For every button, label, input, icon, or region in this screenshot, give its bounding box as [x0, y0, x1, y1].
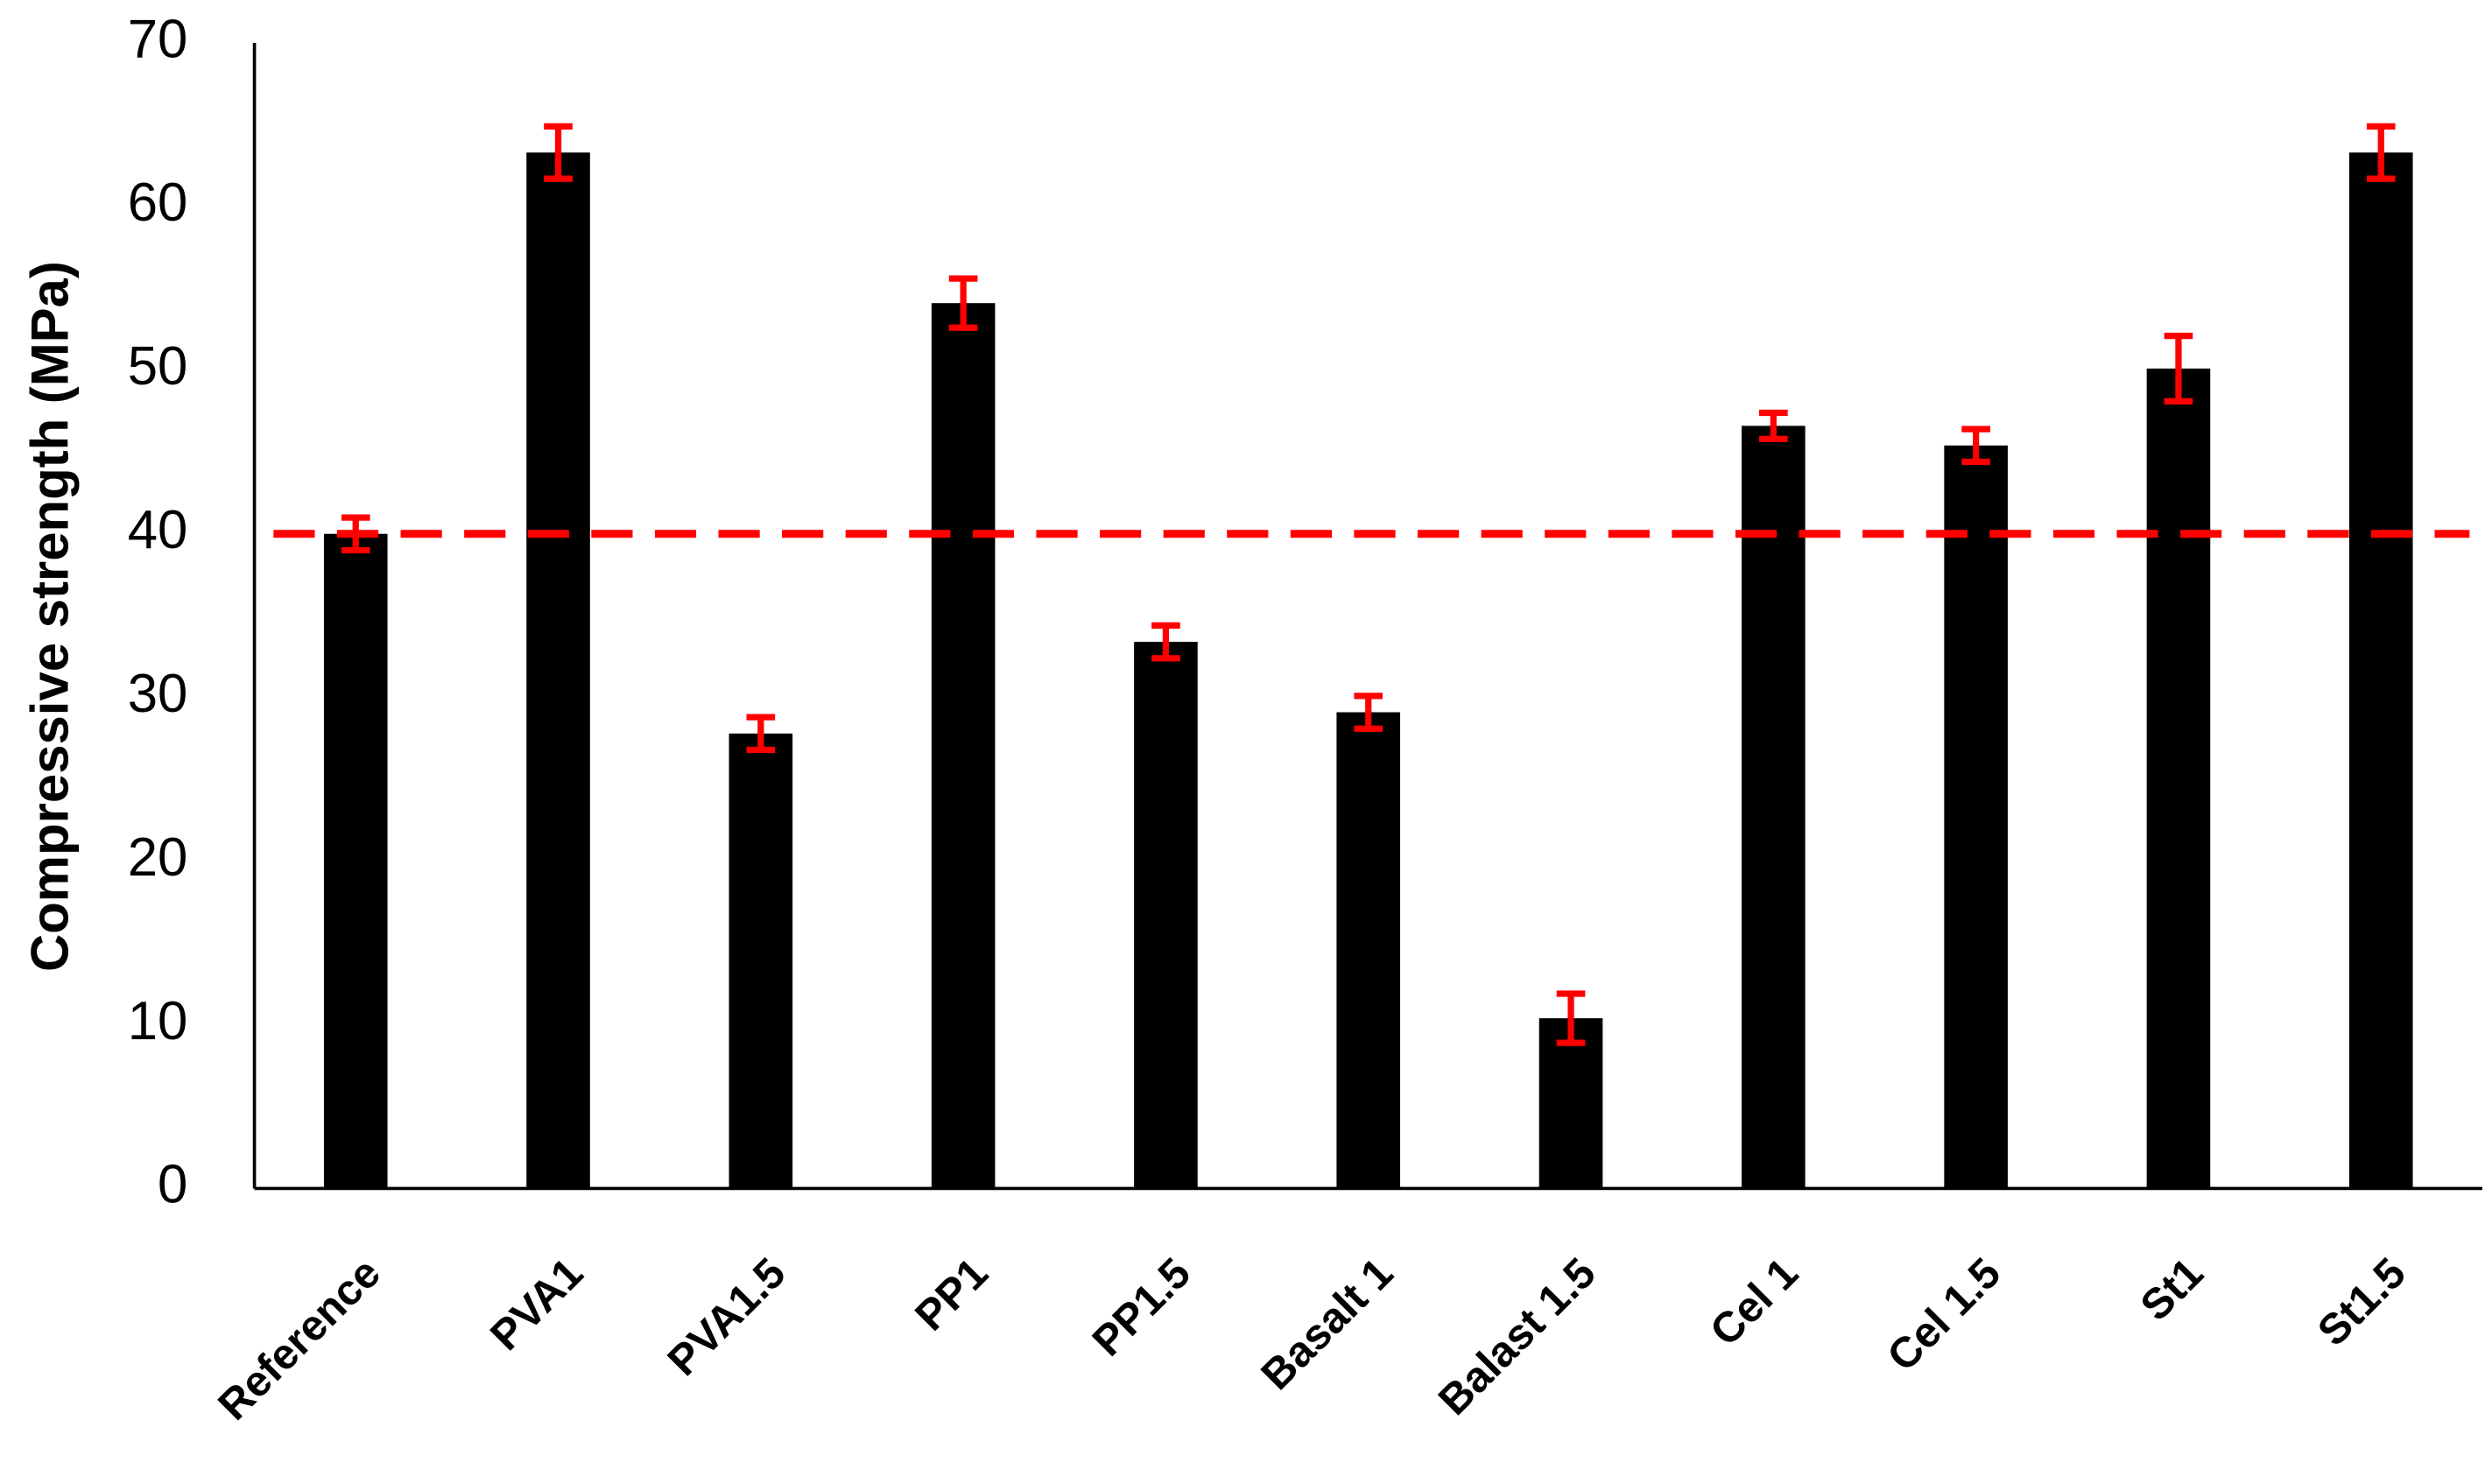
bar	[729, 733, 793, 1189]
error-bar	[2164, 332, 2193, 404]
x-tick-label: Cel 1	[1701, 1249, 1807, 1355]
y-axis-label: Compressive strength (MPa)	[21, 261, 80, 972]
error-bar	[1556, 990, 1586, 1046]
bar	[1742, 426, 1806, 1189]
bar	[1538, 1018, 1603, 1189]
error-bar	[1961, 426, 1990, 466]
y-tick-label: 10	[128, 991, 188, 1051]
y-tick-label: 30	[128, 664, 188, 724]
error-bar	[1354, 693, 1383, 732]
y-tick-label: 40	[128, 500, 188, 560]
y-tick-label: 60	[128, 172, 188, 233]
error-bar	[2366, 123, 2396, 182]
x-tick-label: Reference	[209, 1249, 390, 1430]
error-bar	[948, 275, 978, 331]
x-tick-label: Balast 1.5	[1430, 1249, 1605, 1424]
error-bar	[1151, 622, 1180, 662]
bar	[526, 152, 590, 1189]
x-tick-label: PP1	[906, 1249, 997, 1340]
bar	[1944, 445, 2008, 1189]
bar	[2146, 368, 2211, 1189]
bar	[1336, 712, 1401, 1189]
error-bar	[1759, 409, 1788, 442]
x-tick-label: Basalt 1	[1252, 1249, 1402, 1399]
error-bar	[746, 714, 776, 754]
y-tick-label: 20	[128, 827, 188, 888]
x-tick-label: Cel 1.5	[1878, 1249, 2010, 1381]
bar	[323, 533, 388, 1189]
bar	[2348, 152, 2413, 1189]
bar	[931, 303, 996, 1189]
x-tick-label: St1	[2132, 1249, 2213, 1330]
x-tick-label: PP1.5	[1084, 1249, 1200, 1366]
y-tick-label: 0	[158, 1155, 187, 1215]
y-tick-label: 70	[128, 9, 188, 69]
x-tick-label: St1.5	[2309, 1249, 2415, 1355]
x-tick-label: PVA1.5	[659, 1249, 795, 1385]
error-bar	[544, 123, 573, 182]
bar	[1134, 642, 1198, 1189]
x-tick-label: PVA1	[482, 1249, 592, 1360]
y-tick-label: 50	[128, 336, 188, 397]
